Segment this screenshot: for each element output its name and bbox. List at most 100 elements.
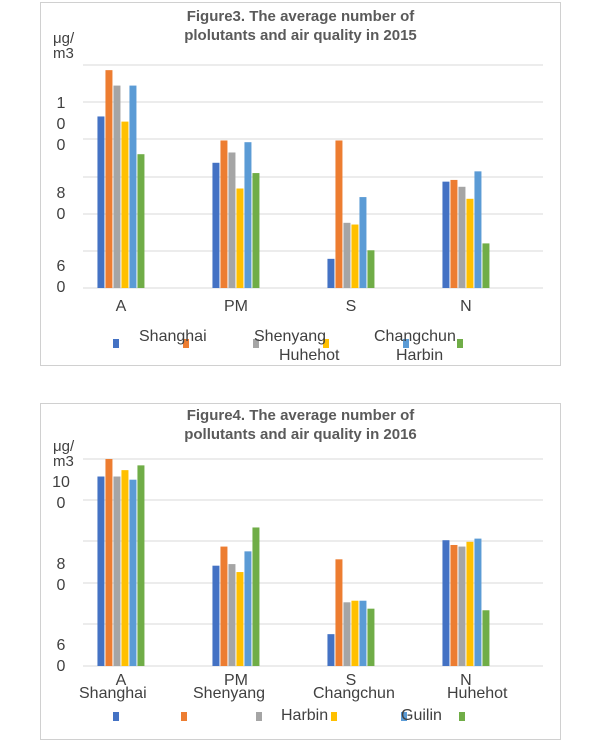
bar — [252, 173, 260, 288]
bar — [466, 541, 474, 666]
y-unit-line-2: m3 — [53, 453, 74, 470]
bar — [212, 162, 220, 288]
bar — [244, 142, 252, 288]
legend-marker — [331, 712, 337, 721]
bar — [367, 250, 375, 288]
x-category-label: A — [116, 672, 127, 689]
legend-label: Guilin — [401, 707, 442, 724]
legend-label: Changchun — [313, 685, 395, 702]
y-tick-label-line: 0 — [57, 116, 66, 133]
bar — [220, 140, 228, 288]
bar — [474, 171, 482, 288]
bar — [482, 610, 490, 666]
chart-title-line-1: Figure4. The average number of — [186, 407, 415, 424]
y-axis-unit: μg/ m3 — [53, 439, 74, 469]
bar — [129, 479, 137, 666]
bar — [137, 465, 145, 666]
y-unit-line-2: m3 — [53, 45, 74, 62]
bar — [359, 600, 367, 666]
bar — [113, 476, 121, 666]
bar — [97, 116, 105, 288]
y-tick-label-line: 8 — [57, 185, 66, 202]
chart-panel-2015: Figure3. The average number of plolutant… — [40, 2, 561, 366]
chart-title-line-2: pollutants and air quality in 2016 — [184, 426, 417, 443]
chart-title: Figure3. The average number of plolutant… — [41, 7, 560, 45]
bar — [351, 600, 359, 666]
y-tick-label-line: 6 — [57, 258, 66, 275]
legend-label: Harbin — [281, 707, 328, 724]
x-category-label: A — [116, 298, 127, 315]
legend-label: Shenyang — [254, 328, 326, 345]
x-category-label: S — [346, 298, 357, 315]
legend-label: Shanghai — [139, 328, 207, 345]
bar — [466, 198, 474, 288]
y-tick-label-line: 0 — [57, 495, 66, 512]
legend-marker — [401, 712, 407, 721]
bar — [121, 121, 129, 288]
bar — [343, 602, 351, 666]
chart-title-line-1: Figure3. The average number of — [186, 8, 415, 25]
bar — [105, 459, 113, 666]
bar — [450, 544, 458, 666]
bar — [335, 559, 343, 666]
legend-marker — [253, 339, 259, 348]
bar — [244, 551, 252, 666]
x-category-label: N — [460, 298, 472, 315]
bar — [335, 140, 343, 288]
bar — [228, 152, 236, 288]
bar — [252, 527, 260, 666]
bar — [137, 154, 145, 288]
bar — [236, 188, 244, 288]
legend-label: Shenyang — [193, 685, 265, 702]
bar — [327, 634, 335, 666]
bar — [212, 565, 220, 666]
legend-label: Changchun — [374, 328, 456, 345]
x-category-label: PM — [224, 672, 248, 689]
bar — [97, 476, 105, 666]
y-tick-label-line: 10 — [52, 474, 70, 491]
bar — [351, 224, 359, 288]
chart-title-line-2: plolutants and air quality in 2015 — [184, 27, 417, 44]
bar — [113, 85, 121, 288]
x-category-label: N — [460, 672, 472, 689]
legend-marker — [459, 712, 465, 721]
bar — [105, 70, 113, 289]
bar — [121, 470, 129, 666]
bar — [359, 197, 367, 288]
bar — [228, 564, 236, 666]
y-unit-line-1: μg/ — [53, 30, 75, 47]
bar — [474, 538, 482, 666]
bar — [482, 243, 490, 288]
y-tick-label-line: 0 — [57, 279, 66, 296]
bar — [442, 540, 450, 666]
y-tick-label-line: 0 — [57, 577, 66, 594]
x-category-label: PM — [224, 298, 248, 315]
bar — [458, 186, 466, 288]
chart-panel-2016: Figure4. The average number of pollutant… — [40, 403, 561, 740]
bar — [367, 608, 375, 666]
legend-marker — [183, 339, 189, 348]
bar — [327, 258, 335, 288]
y-tick-label-line: 1 — [57, 95, 66, 112]
y-tick-label-line: 0 — [57, 658, 66, 675]
legend-marker — [403, 339, 409, 348]
legend-marker — [256, 712, 262, 721]
legend-label: Huhehot — [447, 685, 508, 702]
legend-marker — [113, 339, 119, 348]
bar — [458, 546, 466, 666]
legend-marker — [181, 712, 187, 721]
legend-marker — [457, 339, 463, 348]
legend-marker — [323, 339, 329, 348]
y-tick-label-line: 0 — [57, 137, 66, 154]
y-tick-label-line: 8 — [57, 556, 66, 573]
y-tick-label-line: 6 — [57, 637, 66, 654]
bar — [442, 181, 450, 288]
bar — [220, 546, 228, 666]
